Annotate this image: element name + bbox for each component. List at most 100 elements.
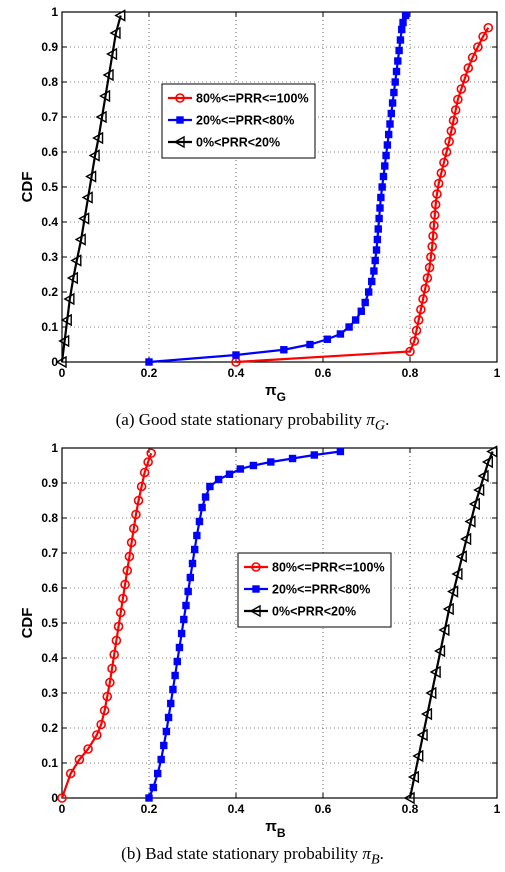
good-series-0-point-22 (446, 126, 457, 136)
good-series-1-point-12 (370, 267, 378, 275)
caption-good-state-text: (a) Good state stationary probability (115, 410, 367, 429)
good-series-0-point-5 (416, 304, 426, 315)
good-series-0-point-21 (444, 136, 454, 147)
bad-series-1-point-27 (249, 461, 258, 470)
good-series-2-point-8 (81, 191, 93, 204)
bad-series-1-point-20 (195, 517, 204, 526)
bad-series-1-point-22 (201, 493, 210, 501)
good-series-0-point-8 (422, 273, 433, 283)
bad-series-2-point-13 (460, 532, 472, 546)
good-series-1-point-36 (399, 18, 407, 27)
good-series-0-point-16 (432, 189, 442, 199)
bad-xlabel-symbol: π (265, 818, 277, 835)
good-series-2-point-11 (92, 131, 104, 145)
bad-series-1 (145, 447, 345, 802)
bad-series-2-point-12 (455, 550, 467, 563)
bad-series-0-point-24 (143, 457, 153, 467)
caption-bad-state: (b) Bad state stationary probability πB. (0, 844, 505, 868)
good-series-2-point-6 (74, 233, 86, 246)
bad-series-0-point-15 (120, 579, 130, 590)
chart-bad-state: 0 0.2 0.4 0.6 0.8 1 0 0.1 0.2 0.3 0.4 0.5 0.6 0.7 0.8 0… (19, 441, 501, 840)
chart-good-state-plot: 0 0.2 0.4 0.6 0.8 1 0 0.1 0.2 0.3 0.4 0.5 0.6 0.7 0.8 0… (19, 5, 501, 404)
good-series-2-point-4 (66, 271, 79, 285)
bad-legend-marker-1 (252, 585, 260, 593)
good-series-0-point-17 (433, 178, 444, 189)
good-series-2-point-13 (99, 89, 111, 103)
caption-good-state: (a) Good state stationary probability πG… (0, 410, 505, 434)
bad-series-1-point-29 (288, 454, 297, 463)
bad-ytick-label-4: 0.4 (41, 651, 58, 665)
good-series-0-point-9 (424, 262, 435, 273)
good-ytick-label-7: 0.7 (41, 110, 58, 124)
bad-series-0-point-23 (139, 467, 150, 478)
bad-xtick-label-5: 1 (494, 802, 501, 816)
bad-series-2-point-7 (434, 644, 446, 658)
good-ylabel: CDF (19, 172, 36, 203)
good-legend-marker-0 (175, 93, 185, 103)
bad-series-0-point-20 (131, 509, 141, 520)
good-series-0-point-23 (448, 115, 459, 126)
good-series-1-point-7 (351, 316, 360, 324)
bad-ytick-label-8: 0.8 (41, 511, 58, 525)
bad-xtick-label-1: 0.2 (141, 802, 158, 816)
caption-bad-state-symbol: π (362, 844, 371, 863)
good-series-0-point-1 (405, 346, 415, 357)
good-series-1-point-34 (396, 36, 405, 44)
bad-series-1-point-7 (167, 699, 175, 708)
bad-series-1-point-21 (198, 503, 206, 512)
good-ytick-label-8: 0.8 (41, 75, 58, 89)
good-series-1-point-0 (145, 358, 153, 366)
good-legend-label-0: 80%<=PRR<=100% (196, 92, 309, 106)
bad-ytick-label-10: 1 (51, 441, 58, 455)
bad-series-0-point-8 (105, 677, 115, 688)
bad-series-2-point-14 (464, 515, 476, 528)
bad-series-1-point-17 (188, 559, 197, 568)
bad-series-1-point-28 (267, 458, 275, 466)
bad-legend-label-2: 0%<PRR<20% (272, 605, 356, 619)
good-series-1-point-25 (384, 130, 393, 139)
good-series-2-point-2 (60, 313, 72, 327)
bad-series-1-point-18 (190, 545, 199, 554)
bad-series-2-point-9 (442, 602, 454, 616)
good-series-2-point-5 (70, 254, 82, 267)
good-series-0-point-30 (473, 42, 483, 52)
bad-series-2-point-4 (420, 707, 433, 721)
bad-series-0-line (60, 452, 153, 799)
bad-series-2-point-11 (451, 567, 463, 581)
bad-ytick-label-3: 0.3 (41, 686, 58, 700)
bad-ytick-label-0: 0 (51, 791, 58, 805)
bad-series-2-point-19 (486, 445, 498, 458)
chart-good-state: 0 0.2 0.4 0.6 0.8 1 0 0.1 0.2 0.3 0.4 0.5 0.6 0.7 0.8 0… (19, 5, 501, 404)
bad-legend-label-1: 20%<=PRR<80% (272, 583, 370, 597)
bad-series-0-point-9 (107, 663, 117, 674)
good-series-1-point-31 (392, 67, 401, 76)
bad-xtick-label-4: 0.8 (402, 802, 419, 816)
bad-series-1-point-12 (177, 629, 186, 638)
bad-series-0-point-25 (146, 448, 156, 459)
bad-ytick-label-7: 0.7 (41, 546, 58, 560)
good-series-0-point-2 (409, 336, 420, 346)
good-series-2-point-0 (55, 355, 67, 369)
bad-ylabel: CDF (19, 608, 36, 639)
bad-series-2-point-18 (481, 455, 493, 469)
bad-ytick-label-6: 0.6 (41, 581, 58, 595)
good-series-0-point-6 (418, 294, 428, 304)
bad-series-2-point-17 (477, 469, 489, 483)
good-xtick-label-3: 0.6 (315, 366, 332, 380)
good-legend-marker-2 (173, 135, 185, 149)
good-series-1-point-27 (387, 109, 395, 118)
good-series-1-point-20 (378, 183, 386, 191)
bad-legend-marker-2 (249, 604, 261, 618)
bad-series-2-point-6 (429, 665, 441, 679)
good-xlabel-symbol: π (265, 382, 277, 399)
good-series-0-point-15 (430, 199, 441, 210)
bad-xtick-label-2: 0.4 (228, 802, 245, 816)
bad-series-2-point-15 (468, 497, 480, 511)
bad-series-1-point-6 (164, 713, 173, 722)
bad-series-0-point-2 (74, 754, 85, 765)
bad-series-0-point-10 (109, 649, 119, 660)
good-ytick-label-2: 0.2 (41, 285, 58, 299)
bad-legend-marker-0 (251, 562, 261, 572)
good-xtick-label-1: 0.2 (141, 366, 158, 380)
good-legend-label-2: 0%<PRR<20% (196, 136, 280, 150)
